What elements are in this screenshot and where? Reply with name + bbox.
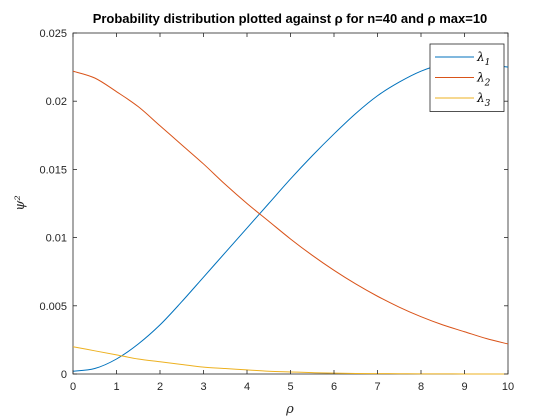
axes: 0 1 2 3 4 5 6 7 8 9 10 0 0.005 0.01 0.015 0.02 0.025 (39, 28, 514, 393)
x-tick-label: 8 (418, 381, 424, 393)
legend-label: λ2 (476, 71, 491, 89)
legend-label: λ1 (476, 50, 490, 68)
y-tick-label: 0.025 (39, 28, 67, 40)
legend-label-main: λ (476, 91, 485, 105)
x-tick-label: 0 (70, 381, 76, 393)
y-axis-label: ψ² (13, 195, 28, 210)
y-tick-label: 0.01 (46, 233, 67, 245)
x-tick-label: 9 (461, 381, 467, 393)
x-tick-label: 7 (374, 381, 380, 393)
legend-label-sub: 2 (484, 79, 491, 89)
x-tick-label: 1 (113, 381, 119, 393)
y-tick-label: 0.015 (39, 164, 67, 176)
legend-label-sub: 3 (485, 99, 491, 109)
x-tick-label: 5 (287, 381, 293, 393)
x-tick-label: 10 (502, 381, 514, 393)
x-tick-label: 2 (157, 381, 163, 393)
chart-title: Probability distribution plotted against… (93, 11, 488, 26)
legend-label-sub: 1 (485, 58, 491, 68)
x-tick-label: 6 (331, 381, 337, 393)
y-tick-label: 0.02 (46, 96, 67, 108)
x-tick-label: 4 (244, 381, 250, 393)
legend-label: λ3 (476, 91, 491, 109)
legend-label-main: λ (476, 71, 485, 85)
y-tick-label: 0.005 (39, 301, 67, 313)
y-tick-label: 0 (61, 369, 67, 381)
series-line-λ2 (72, 70, 509, 345)
x-tick-label: 3 (200, 381, 206, 393)
legend-label-main: λ (476, 50, 485, 64)
x-axis-label: ρ (285, 402, 294, 417)
